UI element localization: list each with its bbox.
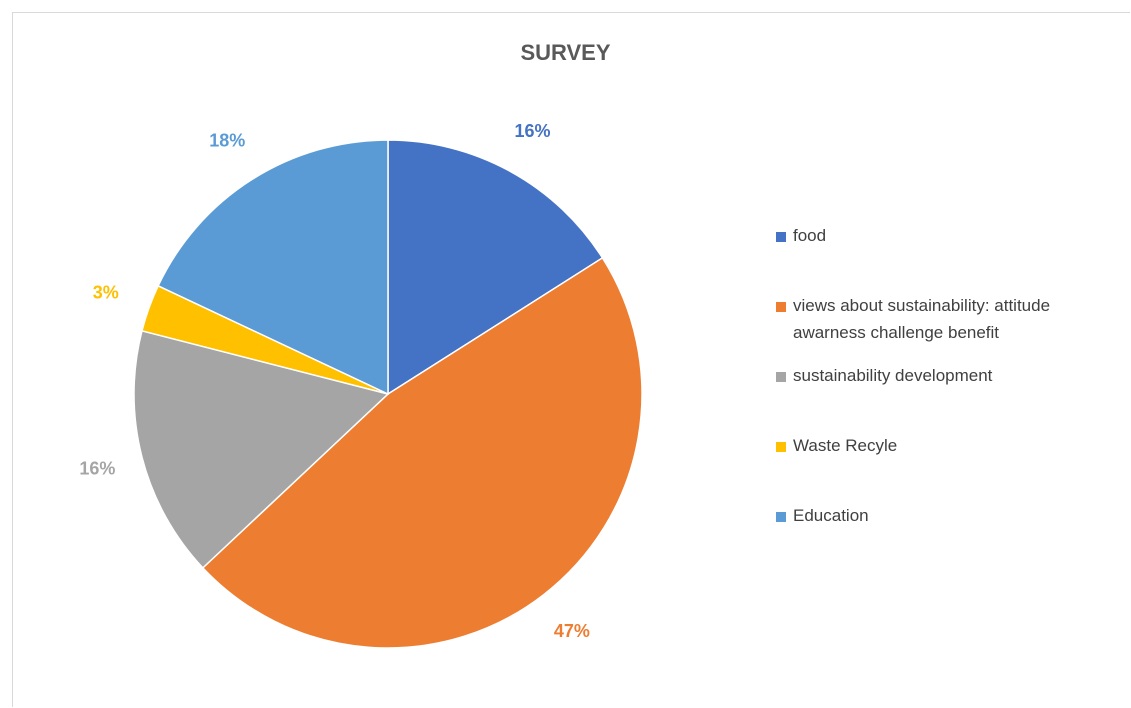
legend-swatch: [776, 302, 786, 312]
legend-item-3: Waste Recyle: [776, 436, 1123, 459]
pie-slice-2: [133, 329, 390, 569]
legend-label: food: [793, 226, 827, 245]
legend-label: Waste Recyle: [793, 436, 898, 455]
data-label-4: 18%: [209, 131, 245, 151]
legend-item-0: food: [776, 226, 1123, 249]
legend-label: sustainability development: [793, 366, 993, 385]
pie-slice-4: [157, 139, 389, 396]
legend-swatch: [776, 232, 786, 242]
pie-slice-0: [387, 139, 604, 396]
data-label-1: 47%: [554, 621, 590, 641]
legend-item-2: sustainability development: [776, 366, 1123, 389]
pie-slices: [133, 139, 643, 649]
data-label-2: 16%: [79, 459, 115, 479]
pie-slice-1: [201, 256, 643, 649]
legend-label: Education: [793, 506, 869, 525]
legend-label: views about sustainability: attitude awa…: [793, 296, 1051, 342]
chart-title: SURVEY: [520, 40, 611, 65]
legend-item-4: Education: [776, 506, 1123, 529]
legend-item-1: views about sustainability: attitude awa…: [776, 296, 1123, 346]
legend-swatch: [776, 442, 786, 452]
data-label-0: 16%: [515, 121, 551, 141]
legend-swatch: [776, 372, 786, 382]
legend-swatch: [776, 512, 786, 522]
pie-data-labels: 16% 47% 16% 3% 18%: [79, 121, 589, 641]
chart-area: [12, 12, 1130, 707]
data-label-3: 3%: [93, 282, 119, 302]
